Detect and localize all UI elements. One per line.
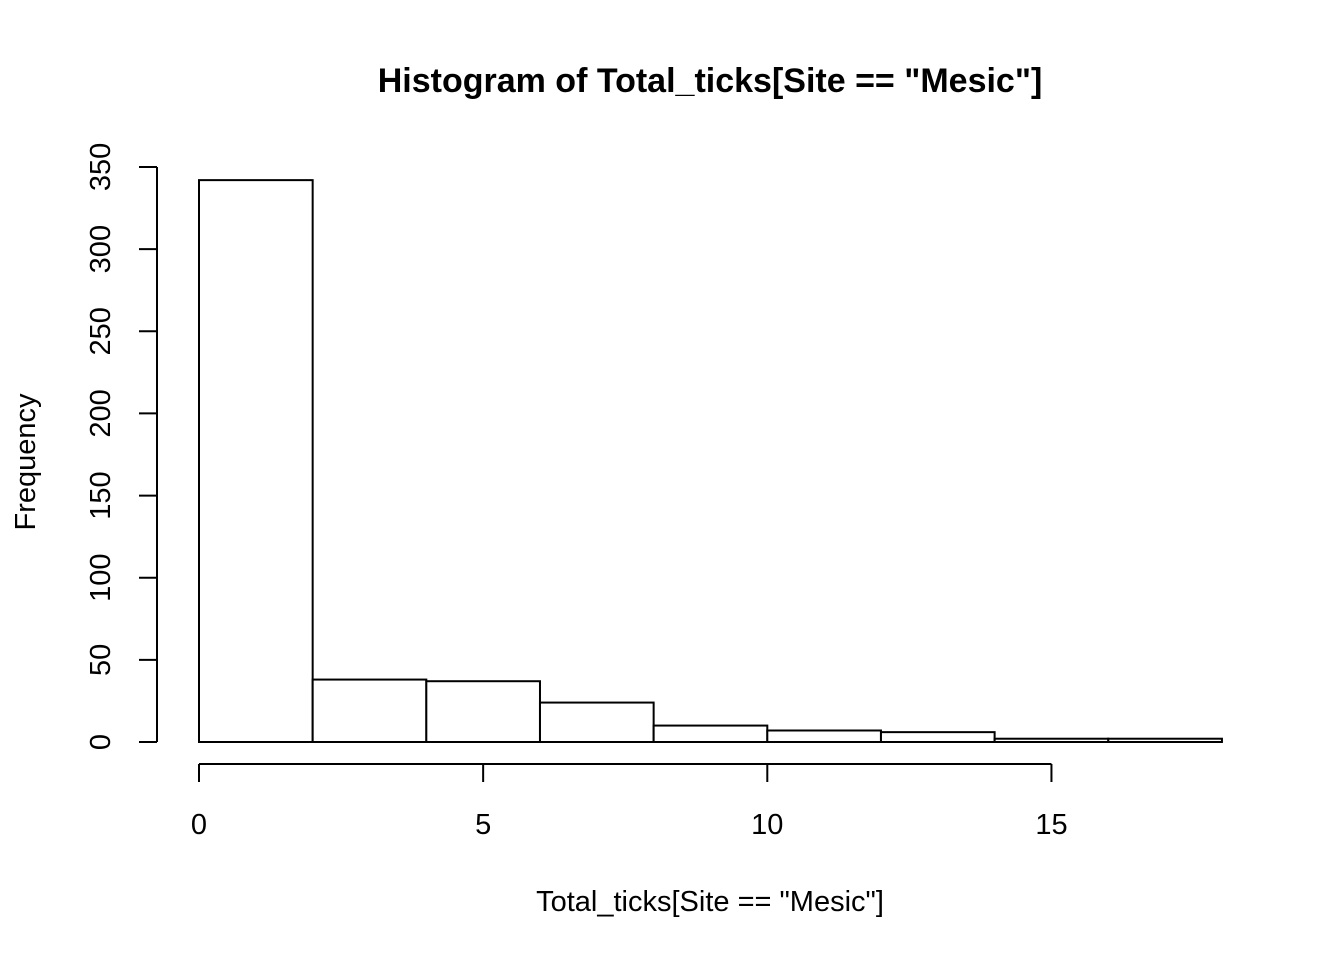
x-tick-label: 10 [751,809,783,841]
histogram-bar-2 [311,678,428,744]
y-tick-label: 50 [85,644,117,676]
x-axis: 0 5 10 15 [191,763,1068,841]
bars-group [198,179,1223,744]
y-tick-label: 350 [85,143,117,191]
x-tick-label: 5 [475,809,491,841]
histogram-bar-9 [1107,737,1223,743]
y-tick-label: 300 [85,225,117,273]
x-tick-label: 0 [191,809,207,841]
y-axis-label: Frequency [10,393,42,531]
chart-title: Histogram of Total_ticks[Site == "Mesic"… [378,62,1043,100]
y-axis: 0 50 100 150 200 250 300 350 [85,143,158,750]
x-axis-label: Total_ticks[Site == "Mesic"] [536,886,884,918]
histogram-bar-5 [652,724,769,743]
x-tick-label: 15 [1035,809,1067,841]
y-tick-label: 100 [85,554,117,602]
y-tick-label: 0 [85,734,117,750]
histogram-bar-3 [425,680,541,744]
y-tick-label: 200 [85,389,117,437]
y-tick-label: 250 [85,307,117,355]
histogram-bar-7 [879,731,996,743]
y-tick-label: 150 [85,471,117,519]
histogram-bar-4 [538,701,655,743]
histogram-bar-8 [993,737,1110,743]
histogram-bar-1 [198,179,314,744]
histogram-bar-6 [766,729,882,743]
